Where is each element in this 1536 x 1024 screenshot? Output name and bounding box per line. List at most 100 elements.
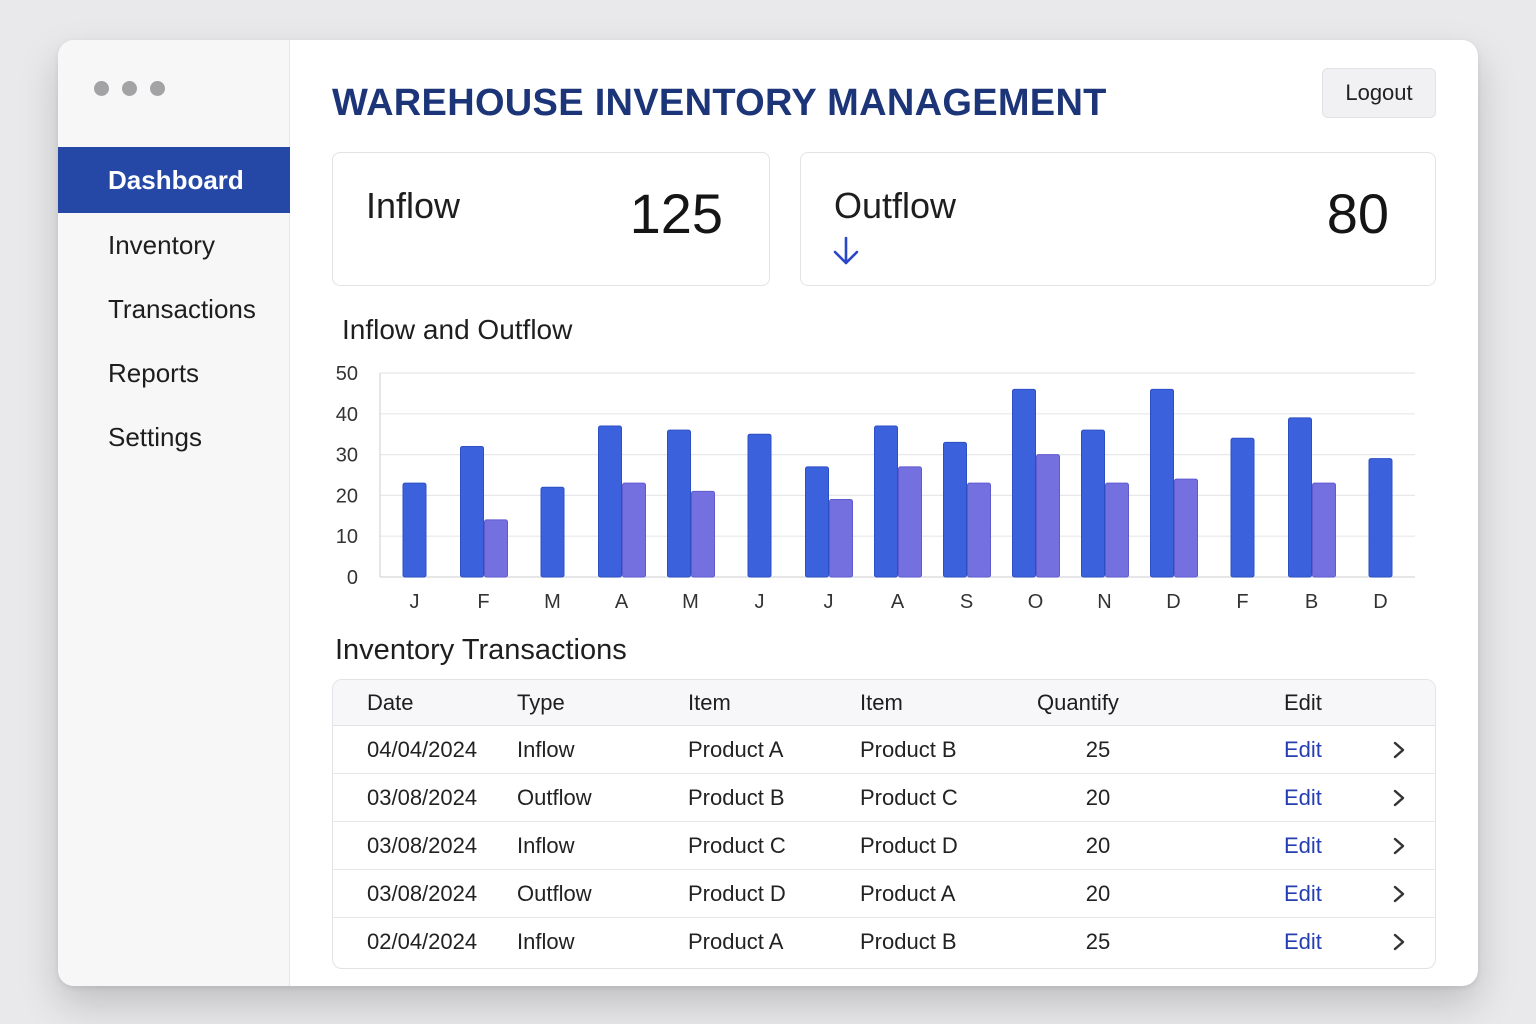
cell-type: Inflow [517, 736, 575, 762]
y-tick-label: 50 [336, 363, 358, 385]
cell-type: Outflow [517, 880, 592, 906]
outflow-card: Outflow 80 [800, 152, 1436, 286]
y-tick-label: 20 [336, 485, 358, 507]
window-dot-maximize[interactable] [150, 81, 165, 96]
edit-link[interactable]: Edit [1284, 832, 1322, 858]
bar-inflow [460, 445, 484, 578]
bar-outflow [898, 466, 922, 578]
x-tick-label: D [1373, 591, 1387, 613]
cell-item-2: Product B [860, 736, 957, 762]
cell-item: Product B [688, 784, 785, 810]
x-tick-label: A [891, 591, 905, 613]
bar-outflow [484, 519, 508, 578]
cell-quantity: 20 [1085, 784, 1111, 810]
edit-link[interactable]: Edit [1284, 736, 1322, 762]
chart-title: Inflow and Outflow [342, 314, 573, 345]
x-tick-label: M [682, 591, 699, 613]
header-item: Item [688, 689, 731, 715]
header-date: Date [367, 689, 414, 715]
bar-outflow [1174, 478, 1198, 578]
sidebar: Dashboard Inventory Transactions Reports… [58, 40, 290, 986]
cell-date: 03/08/2024 [367, 880, 478, 906]
table-row[interactable]: 03/08/2024 Outflow Product B Product C 2… [333, 774, 1435, 822]
bar-outflow [829, 498, 853, 578]
cell-date: 03/08/2024 [367, 832, 478, 858]
bar-inflow [943, 441, 967, 578]
inflow-outflow-chart: 0 10 20 30 40 50 J F M A M J J A S O N D F B D [336, 363, 1415, 613]
x-tick-label: J [755, 591, 765, 613]
x-tick-label: A [615, 591, 629, 613]
cell-item-2: Product D [860, 832, 958, 858]
table-row[interactable]: 03/08/2024 Inflow Product C Product D 20… [333, 822, 1435, 870]
y-tick-label: 10 [336, 526, 358, 548]
cell-type: Outflow [517, 784, 592, 810]
bar-inflow [667, 429, 691, 578]
x-tick-label: D [1166, 591, 1180, 613]
table-row[interactable]: 03/08/2024 Outflow Product D Product A 2… [333, 870, 1435, 918]
cell-item-2: Product B [860, 929, 957, 954]
cell-item: Product C [688, 832, 786, 858]
header-edit: Edit [1284, 689, 1322, 715]
bar-outflow [1036, 454, 1060, 578]
bar-inflow [1288, 417, 1312, 578]
chevron-right-icon[interactable] [1391, 774, 1407, 821]
x-tick-label: F [1236, 591, 1248, 613]
page-title: WAREHOUSE INVENTORY MANAGEMENT [332, 82, 1107, 124]
sidebar-item-reports[interactable]: Reports [108, 357, 200, 388]
chevron-right-icon[interactable] [1391, 870, 1407, 917]
cell-item-2: Product C [860, 784, 958, 810]
bar-inflow [402, 482, 427, 578]
bar-inflow [1081, 429, 1105, 578]
cell-item-2: Product A [860, 880, 956, 906]
chevron-right-icon[interactable] [1391, 822, 1407, 869]
arrow-down-icon [831, 235, 861, 272]
inflow-label: Inflow [366, 185, 461, 226]
bar-inflow [805, 466, 829, 578]
bar-outflow [967, 482, 991, 578]
x-tick-label: J [410, 591, 420, 613]
bar-outflow [1312, 482, 1336, 578]
cell-item: Product D [688, 880, 786, 906]
bar-outflow [622, 482, 646, 578]
chevron-right-icon[interactable] [1391, 726, 1407, 773]
inflow-value: 125 [629, 182, 723, 245]
edit-link[interactable]: Edit [1284, 784, 1322, 810]
table-row[interactable]: 04/04/2024 Inflow Product A Product B 25… [333, 726, 1435, 774]
table-title: Inventory Transactions [335, 634, 627, 666]
window-dot-close[interactable] [94, 81, 109, 96]
outflow-label: Outflow [834, 185, 957, 226]
inflow-card: Inflow 125 [332, 152, 770, 286]
edit-link[interactable]: Edit [1284, 929, 1322, 954]
window-dot-minimize[interactable] [122, 81, 137, 96]
app-window: Dashboard Inventory Transactions Reports… [58, 40, 1478, 986]
bar-outflow [1105, 482, 1129, 578]
bar-inflow [1368, 458, 1393, 578]
sidebar-nav: Dashboard Inventory Transactions Reports… [58, 147, 290, 469]
cell-type: Inflow [517, 832, 575, 858]
cell-quantity: 25 [1085, 736, 1111, 762]
chevron-right-icon[interactable] [1391, 918, 1407, 966]
sidebar-item-inventory[interactable]: Inventory [108, 229, 215, 260]
table-body: 04/04/2024 Inflow Product A Product B 25… [333, 726, 1435, 966]
edit-link[interactable]: Edit [1284, 880, 1322, 906]
bar-inflow [1150, 388, 1174, 578]
y-tick-label: 0 [347, 567, 358, 589]
table-row[interactable]: 02/04/2024 Inflow Product A Product B 25… [333, 918, 1435, 966]
sidebar-item-transactions[interactable]: Transactions [108, 293, 256, 324]
bar-outflow [691, 490, 715, 578]
logout-button[interactable]: Logout [1322, 68, 1436, 118]
main-content: WAREHOUSE INVENTORY MANAGEMENT Logout In… [290, 40, 1478, 986]
bar-inflow [747, 433, 772, 578]
sidebar-item-settings[interactable]: Settings [108, 421, 202, 452]
cell-date: 02/04/2024 [367, 929, 478, 954]
cell-quantity: 25 [1085, 929, 1111, 954]
header-item-2: Item [860, 689, 903, 715]
bar-inflow [1230, 437, 1255, 578]
bar-inflow [1012, 388, 1036, 578]
cell-item: Product A [688, 929, 784, 954]
x-tick-label: N [1097, 591, 1111, 613]
bar-inflow [540, 486, 565, 578]
cell-date: 03/08/2024 [367, 784, 478, 810]
cell-date: 04/04/2024 [367, 736, 478, 762]
sidebar-item-dashboard[interactable]: Dashboard [58, 147, 290, 213]
